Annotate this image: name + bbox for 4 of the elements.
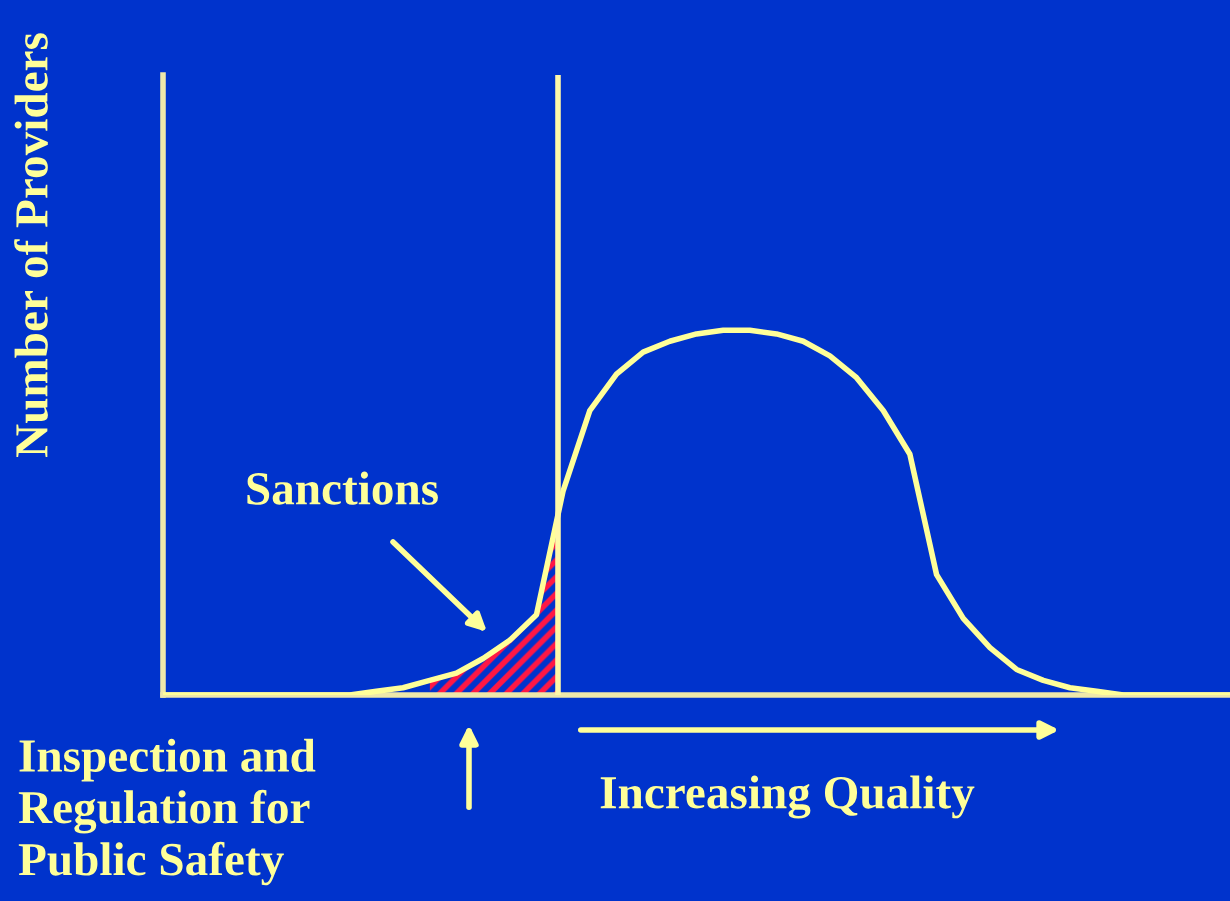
annotation: Sanctions — [247, 471, 438, 505]
text: Inspection and Regulation for Public Safety — [18, 738, 316, 886]
text: Increasing Quality — [600, 775, 975, 819]
y-axis-title: Number of Providers — [14, 33, 48, 458]
